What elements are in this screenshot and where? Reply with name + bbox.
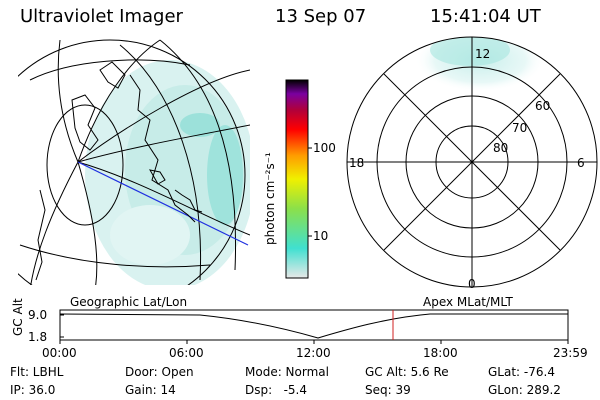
- colorbar-tick-100: 100: [313, 141, 336, 155]
- status-gain: Gain: 14: [125, 383, 176, 397]
- timeline-ytick-1.8: 1.8: [28, 330, 48, 344]
- status-dsp: Dsp: -5.4: [245, 383, 308, 397]
- colorbar-tick-10: 10: [313, 229, 329, 243]
- time-label: 15:41:04 UT: [430, 6, 541, 27]
- status-glat: GLat: -76.4: [488, 365, 555, 379]
- mlt-label-18: 18: [349, 156, 365, 170]
- gc-alt-timeline: [59, 309, 569, 344]
- instrument-title: Ultraviolet Imager: [20, 6, 183, 27]
- geographic-map: [18, 39, 250, 285]
- timeline-left-label: Geographic Lat/Lon: [70, 295, 188, 309]
- timeline-xtick-0600: 06:00: [169, 346, 204, 360]
- timeline-ytick-9: 9.0: [28, 308, 48, 322]
- timeline-xtick-0000: 00:00: [42, 346, 77, 360]
- status-seq: Seq: 39: [365, 383, 411, 397]
- timeline-axis-title: GC Alt: [11, 298, 25, 336]
- timeline-xtick-2359: 23:59: [553, 346, 588, 360]
- status-mode: Mode: Normal: [245, 365, 329, 379]
- mlt-label-6: 6: [577, 156, 585, 170]
- mlt-label-12: 12: [475, 47, 491, 61]
- timeline-right-label: Apex MLat/MLT: [423, 295, 513, 309]
- lat-label-60: 60: [535, 99, 551, 113]
- polar-plot: [346, 36, 598, 288]
- status-flt: Flt: LBHL: [10, 365, 64, 379]
- lat-label-80: 80: [493, 141, 509, 155]
- mlt-label-0: 0: [468, 277, 476, 291]
- colorbar-unit-label: photon cm⁻²s⁻¹: [263, 152, 277, 245]
- status-glon: GLon: 289.2: [488, 383, 561, 397]
- status-door: Door: Open: [125, 365, 194, 379]
- date-label: 13 Sep 07: [275, 6, 367, 27]
- status-gc-alt: GC Alt: 5.6 Re: [365, 365, 449, 379]
- status-ip: IP: 36.0: [10, 383, 56, 397]
- timeline-xtick-1200: 12:00: [296, 346, 331, 360]
- timeline-xtick-1800: 18:00: [423, 346, 458, 360]
- colorbar: [285, 79, 309, 279]
- lat-label-70: 70: [512, 121, 528, 135]
